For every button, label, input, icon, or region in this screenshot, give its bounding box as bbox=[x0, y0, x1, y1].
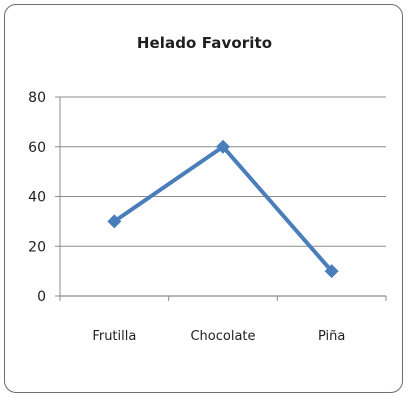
y-tick-label: 60 bbox=[28, 140, 46, 156]
x-tick-label: Frutilla bbox=[92, 329, 136, 344]
data-point-piña bbox=[324, 264, 339, 279]
y-tick-label: 80 bbox=[28, 90, 46, 106]
x-tick-label: Chocolate bbox=[190, 329, 255, 344]
y-tick-label: 20 bbox=[28, 239, 46, 255]
x-tick-labels: Frutilla Chocolate Piña bbox=[92, 329, 345, 344]
chart-frame bbox=[4, 4, 403, 393]
axes bbox=[55, 96, 387, 301]
series-layer bbox=[107, 139, 339, 279]
y-tick-label: 40 bbox=[28, 190, 46, 206]
data-point-chocolate bbox=[216, 139, 230, 154]
data-point-frutilla bbox=[107, 214, 122, 229]
x-tick-label: Piña bbox=[318, 329, 345, 344]
y-tick-label: 0 bbox=[37, 289, 46, 305]
chart-title: Helado Favorito bbox=[136, 34, 273, 52]
y-tick-labels: 0 20 40 60 80 bbox=[28, 90, 46, 305]
series-line bbox=[112, 144, 334, 274]
gridlines bbox=[60, 96, 386, 247]
